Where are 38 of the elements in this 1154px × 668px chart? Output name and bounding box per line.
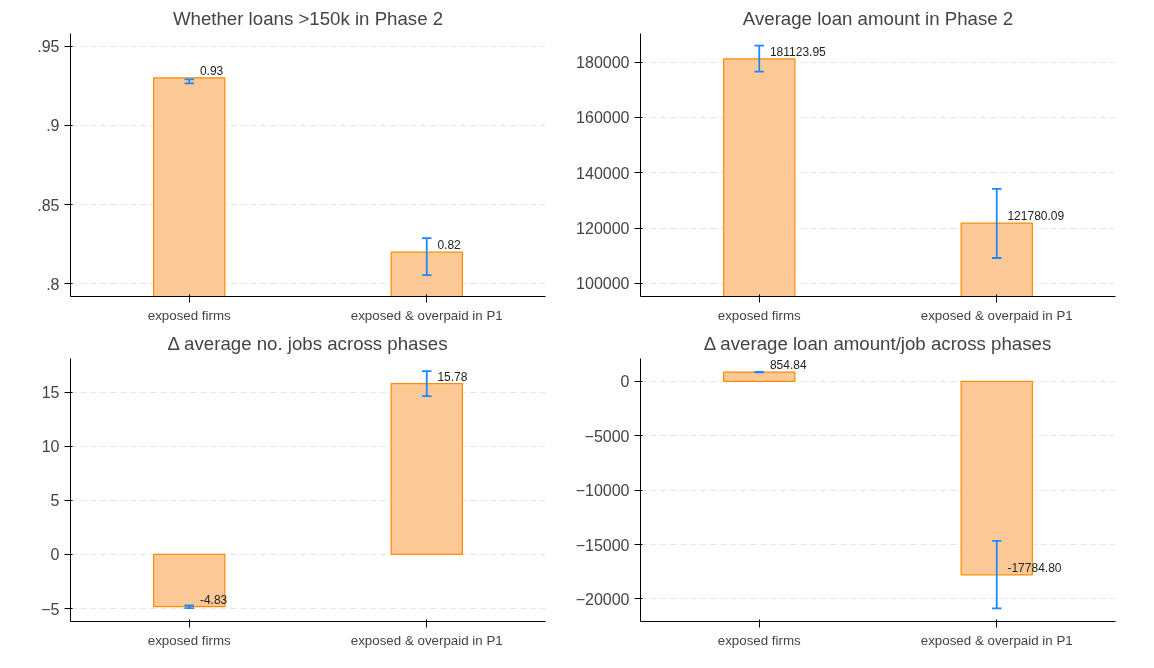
chart-title: Average loan amount in Phase 2 (742, 7, 1014, 29)
chart-title: Whether loans >150k in Phase 2 (172, 7, 444, 29)
chart-title: Δ average no. jobs across phases (167, 332, 448, 354)
y-tick-label: .85 (37, 196, 60, 214)
data-label: -4.83 (199, 592, 228, 607)
x-tick-label: exposed & overpaid in P1 (350, 307, 503, 323)
y-tick-label: 0 (50, 546, 60, 564)
y-tick-label: −15000 (575, 536, 630, 554)
y-tick-label: 140000 (576, 164, 630, 182)
x-tick-label: exposed firms (717, 307, 802, 323)
x-tick-label: exposed & overpaid in P1 (920, 632, 1073, 648)
y-tick-label: −5 (41, 600, 60, 618)
y-tick-label: 120000 (576, 220, 630, 238)
y-tick-label: .9 (46, 117, 60, 135)
y-tick-label: 15 (41, 384, 60, 402)
y-tick-label: .95 (37, 38, 60, 56)
x-tick-label: exposed firms (147, 632, 232, 648)
y-tick-label: .8 (46, 275, 60, 293)
data-label: 121780.09 (1007, 209, 1065, 224)
x-tick-label: exposed & overpaid in P1 (920, 307, 1073, 323)
y-tick-label: 180000 (576, 54, 630, 72)
y-tick-label: 0 (620, 373, 630, 391)
y-tick-label: 5 (50, 492, 60, 510)
y-tick-label: −20000 (575, 590, 630, 608)
y-tick-label: −10000 (575, 482, 630, 500)
data-label: 15.78 (437, 369, 468, 384)
y-tick-label: 100000 (576, 275, 630, 293)
y-tick-label: 10 (41, 438, 60, 456)
data-label: 0.93 (199, 63, 224, 78)
data-label: 0.82 (437, 238, 462, 253)
chart-title: Δ average loan amount/job across phases (703, 332, 1052, 354)
y-tick-label: −5000 (584, 427, 630, 445)
x-tick-label: exposed firms (147, 307, 232, 323)
x-tick-label: exposed firms (717, 632, 802, 648)
data-label: 854.84 (769, 358, 807, 373)
data-label: 181123.95 (769, 44, 827, 59)
x-tick-label: exposed & overpaid in P1 (350, 632, 503, 648)
y-tick-label: 160000 (576, 109, 630, 127)
